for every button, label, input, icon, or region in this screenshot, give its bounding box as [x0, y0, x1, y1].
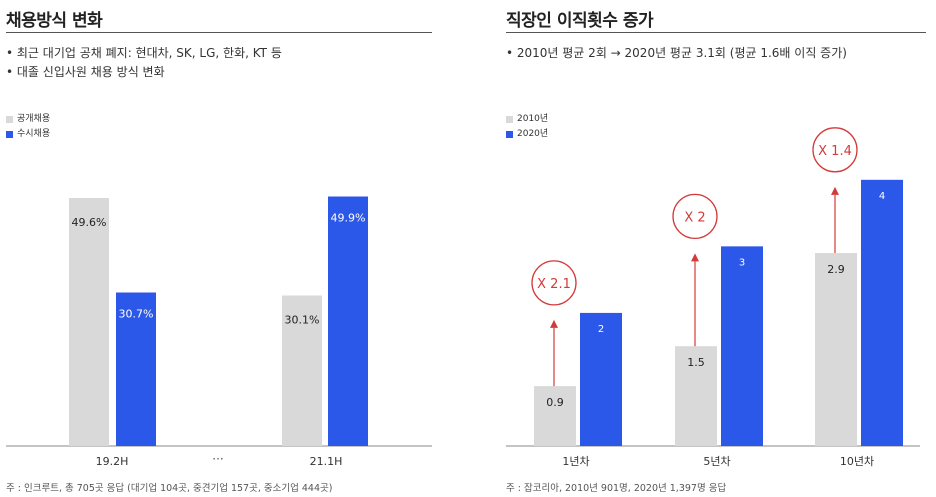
- left-footnote: 주 : 인크루트, 총 705곳 응답 (대기업 104곳, 중견기업 157곳…: [6, 483, 333, 494]
- data-label-open-0: 30.7%: [119, 308, 154, 321]
- bar-2010-2: [815, 253, 857, 446]
- data-label-public-0: 49.6%: [72, 216, 107, 229]
- right-bar-chart: 0.9 2 1년차 X 2.1 1.5 3 5년차 X 2 2.9 4 10년차 X 1.4: [506, 127, 920, 468]
- growth-circle-0: [531, 260, 577, 306]
- data-label-public-1: 30.1%: [285, 314, 320, 327]
- x-tick-label-0: 1년차: [562, 455, 589, 468]
- bar-2010-1: [675, 346, 717, 446]
- right-bullets: • 2010년 평균 2회 → 2020년 평균 3.1회 (평균 1.6배 이…: [506, 44, 847, 63]
- data-label-2010-0: 0.9: [546, 396, 564, 409]
- right-title: 직장인 이직횟수 증가: [506, 11, 654, 31]
- right-legend: 2010년 2020년: [506, 112, 548, 142]
- left-legend: 공개채용 수시채용: [6, 112, 50, 142]
- growth-circle-2: [812, 127, 858, 173]
- left-title-rule: [6, 32, 432, 33]
- bar-2020-1: [721, 246, 763, 446]
- legend-label-open: 수시채용: [17, 129, 51, 139]
- legend-label-2010: 2010년: [517, 114, 549, 124]
- legend-item-2010: 2010년: [506, 112, 548, 127]
- legend-swatch-2020: [506, 131, 513, 138]
- right-panel: 직장인 이직횟수 증가 • 2010년 평균 2회 → 2020년 평균 3.1…: [500, 0, 936, 497]
- data-label-open-1: 49.9%: [331, 212, 366, 225]
- bar-public-0: [69, 198, 109, 446]
- bar-2010-0: [534, 386, 576, 446]
- left-bullet-2: • 대졸 신입사원 채용 방식 변화: [6, 65, 165, 79]
- legend-item-public: 공개채용: [6, 112, 50, 127]
- x-tick-label-1: 21.1H: [310, 455, 343, 468]
- x-tick-label-2: 10년차: [840, 455, 874, 468]
- legend-item-2020: 2020년: [506, 127, 548, 142]
- bar-open-1: [328, 196, 368, 446]
- left-title: 채용방식 변화: [6, 11, 103, 31]
- growth-arrow-head-1: [691, 253, 699, 262]
- bar-2020-2: [861, 179, 903, 446]
- growth-arrow-head-2: [831, 186, 839, 195]
- legend-label-public: 공개채용: [17, 114, 51, 124]
- right-title-rule: [506, 32, 926, 33]
- data-label-2010-2: 2.9: [827, 263, 845, 276]
- growth-multiplier-2: X 1.4: [818, 144, 852, 159]
- x-tick-label-1: 5년차: [703, 455, 730, 468]
- x-tick-label-0: 19.2H: [96, 455, 129, 468]
- right-footnote: 주 : 잡코리아, 2010년 901명, 2020년 1,397명 응답: [506, 483, 727, 494]
- data-label-2020-0: 2: [598, 324, 604, 335]
- legend-item-open: 수시채용: [6, 127, 50, 142]
- growth-multiplier-0: X 2.1: [537, 277, 571, 292]
- bar-2020-0: [580, 312, 622, 446]
- left-bullet-1: • 최근 대기업 공채 폐지: 현대차, SK, LG, 한화, KT 등: [6, 46, 282, 60]
- legend-label-2020: 2020년: [517, 129, 549, 139]
- data-label-2010-1: 1.5: [687, 356, 705, 369]
- bar-public-1: [282, 295, 322, 446]
- legend-swatch-public: [6, 116, 13, 123]
- left-bar-chart: 49.6% 30.7% 19.2H 30.1% 49.9% 21.1H ···: [6, 196, 432, 468]
- bar-open-0: [116, 292, 156, 446]
- x-axis-ellipsis: ···: [212, 452, 223, 466]
- growth-multiplier-1: X 2: [684, 210, 705, 225]
- growth-circle-1: [672, 193, 718, 240]
- legend-swatch-2010: [506, 116, 513, 123]
- left-bullets: • 최근 대기업 공채 폐지: 현대차, SK, LG, 한화, KT 등 • …: [6, 44, 282, 82]
- data-label-2020-2: 4: [879, 191, 885, 202]
- data-label-2020-1: 3: [739, 257, 745, 268]
- growth-arrow-head-0: [550, 319, 558, 328]
- left-panel: 채용방식 변화 • 최근 대기업 공채 폐지: 현대차, SK, LG, 한화,…: [0, 0, 440, 497]
- right-bullet-1: • 2010년 평균 2회 → 2020년 평균 3.1회 (평균 1.6배 이…: [506, 46, 847, 60]
- legend-swatch-open: [6, 131, 13, 138]
